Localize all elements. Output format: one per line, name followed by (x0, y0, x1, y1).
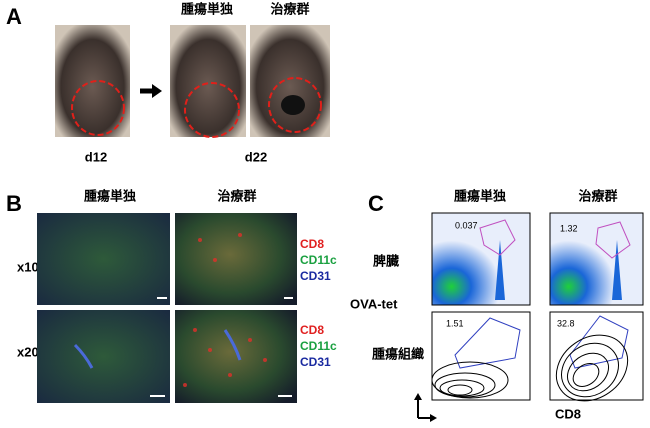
legend-entry: CD31 (300, 269, 331, 283)
legend-entry: CD11c (300, 253, 337, 267)
legend-entry: CD8 (300, 323, 324, 337)
panel-label: A (6, 4, 22, 29)
mouse-photos (55, 25, 330, 138)
row-label: x20 (17, 344, 39, 359)
row-label: x10 (17, 259, 39, 274)
row-label: 腫瘍組織 (372, 346, 424, 361)
column-header: 治療群 (578, 188, 617, 203)
flow-plots (414, 212, 644, 422)
legend-entry: CD8 (300, 237, 324, 251)
column-header: 腫瘍単独 (454, 188, 506, 203)
gate-value: 1.51 (446, 318, 464, 328)
gate-value: 0.037 (455, 220, 478, 230)
axis-label: CD8 (555, 406, 581, 421)
legend-entry: CD31 (300, 355, 331, 369)
column-header: 治療群 (217, 188, 256, 203)
column-header: 治療群 (270, 1, 309, 16)
gate-value: 1.32 (560, 223, 578, 233)
legend-entry: CD11c (300, 339, 337, 353)
column-header: 腫瘍単独 (84, 188, 136, 203)
gate-value: 32.8 (557, 318, 575, 328)
column-header: 腫瘍単独 (181, 1, 233, 16)
micrographs (37, 213, 297, 403)
panel-label: B (6, 191, 22, 216)
panel-label: C (368, 191, 384, 216)
row-label: 脾臓 (373, 253, 399, 268)
day-label: d22 (245, 149, 267, 164)
day-label: d12 (85, 149, 107, 164)
axis-label: OVA-tet (350, 296, 398, 311)
